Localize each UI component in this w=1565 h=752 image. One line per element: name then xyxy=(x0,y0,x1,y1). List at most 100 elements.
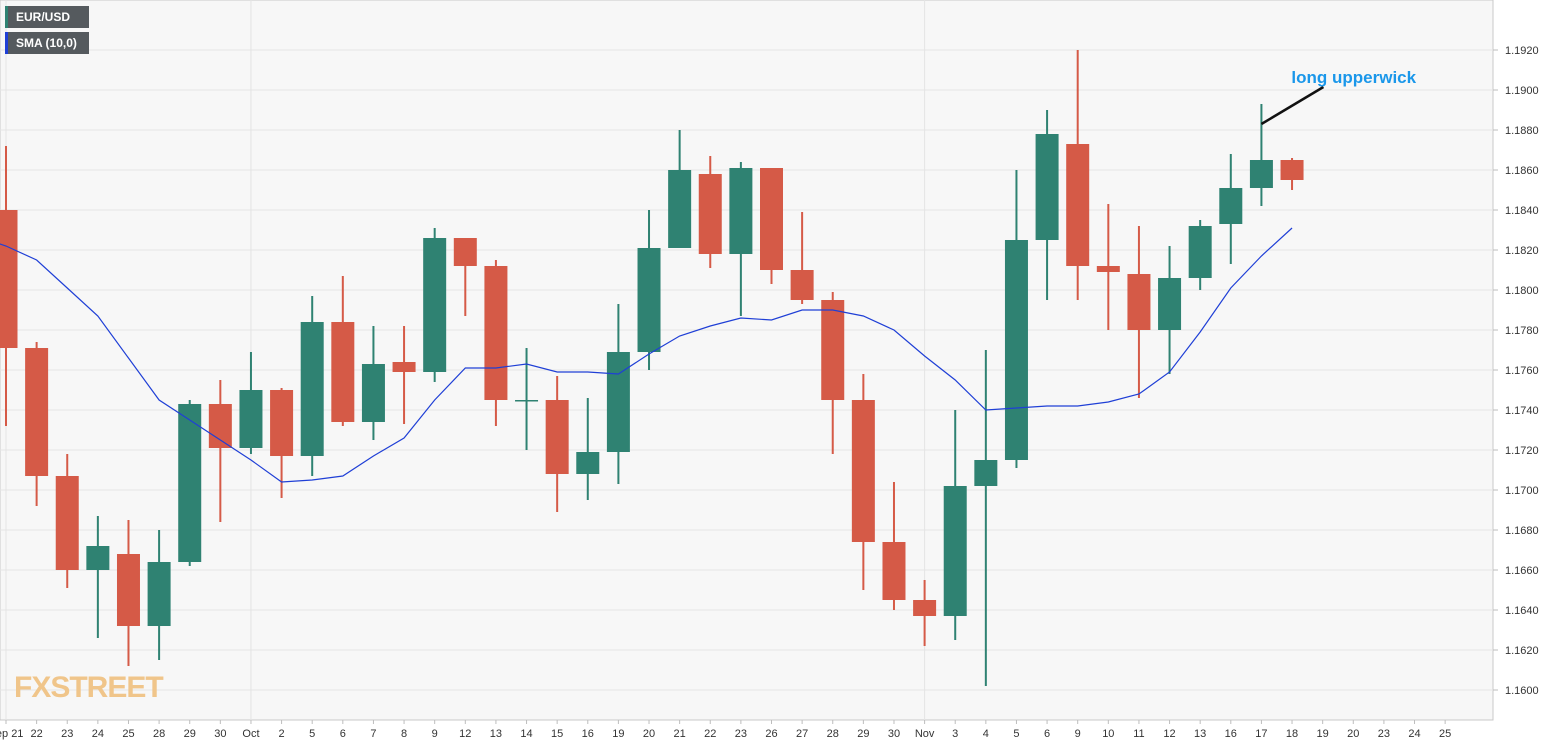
y-tick-label: 1.1840 xyxy=(1505,205,1539,217)
x-tick-label: 28 xyxy=(827,728,839,740)
candle-body xyxy=(270,390,294,456)
x-tick-label: Nov xyxy=(915,728,935,740)
x-tick-label: 27 xyxy=(796,728,808,740)
x-tick-label: 14 xyxy=(520,728,532,740)
x-tick-label: 23 xyxy=(735,728,747,740)
candle-body xyxy=(1096,266,1120,272)
x-tick-label: 4 xyxy=(983,728,989,740)
candle-body xyxy=(55,476,79,570)
candle-body xyxy=(1249,160,1273,188)
annotation-label: long upperwick xyxy=(1291,68,1416,87)
candle-body xyxy=(729,168,753,254)
x-tick-label: 3 xyxy=(952,728,958,740)
x-tick-label: 29 xyxy=(184,728,196,740)
x-tick-label: 13 xyxy=(1194,728,1206,740)
candle-body xyxy=(606,352,630,452)
x-tick-label: 21 xyxy=(674,728,686,740)
y-tick-label: 1.1920 xyxy=(1505,45,1539,57)
candle-body xyxy=(1188,226,1212,278)
x-tick-label: 10 xyxy=(1102,728,1114,740)
legend-symbol: EUR/USD xyxy=(5,6,89,28)
candle-body xyxy=(515,400,539,402)
x-tick-label: 19 xyxy=(1317,728,1329,740)
fxstreet-watermark-logo: FXSTREET xyxy=(14,670,164,706)
x-tick-label: 25 xyxy=(1439,728,1451,740)
y-tick-label: 1.1680 xyxy=(1505,525,1539,537)
y-tick-label: 1.1880 xyxy=(1505,125,1539,137)
x-tick-label: 7 xyxy=(370,728,376,740)
candle-body xyxy=(637,248,661,352)
x-tick-label: 2 xyxy=(279,728,285,740)
x-tick-label: 30 xyxy=(888,728,900,740)
candle-body xyxy=(698,174,722,254)
legend-swatch-sma xyxy=(5,32,8,54)
y-tick-label: 1.1760 xyxy=(1505,365,1539,377)
x-tick-label: 22 xyxy=(704,728,716,740)
x-tick-label: 9 xyxy=(432,728,438,740)
candle-body xyxy=(392,362,416,372)
y-tick-label: 1.1900 xyxy=(1505,85,1539,97)
candle-body xyxy=(239,390,263,448)
candle-body xyxy=(147,562,171,626)
x-tick-label: Sep 21 xyxy=(0,728,23,740)
x-tick-label: 29 xyxy=(857,728,869,740)
y-tick-label: 1.1800 xyxy=(1505,285,1539,297)
candle-body xyxy=(86,546,110,570)
y-tick-label: 1.1860 xyxy=(1505,165,1539,177)
x-tick-label: 28 xyxy=(153,728,165,740)
watermark-part1: FX xyxy=(14,671,51,704)
candle-body xyxy=(331,322,355,422)
candle-body xyxy=(453,238,477,266)
x-tick-label: 11 xyxy=(1133,728,1144,740)
y-tick-label: 1.1640 xyxy=(1505,605,1539,617)
candle-body xyxy=(668,170,692,248)
candle-body xyxy=(760,168,783,270)
x-tick-label: 23 xyxy=(61,728,73,740)
plot-area xyxy=(0,0,1494,721)
x-tick-label: 15 xyxy=(551,728,563,740)
x-tick-label: 20 xyxy=(1347,728,1359,740)
x-tick-label: 20 xyxy=(643,728,655,740)
x-tick-label: 23 xyxy=(1378,728,1390,740)
legend-swatch-symbol xyxy=(5,6,8,28)
candle-body xyxy=(116,554,140,626)
candle-body xyxy=(1004,240,1028,460)
candle-body xyxy=(545,400,569,474)
candle-body xyxy=(1035,134,1059,240)
candle-body xyxy=(790,270,814,300)
y-tick-label: 1.1780 xyxy=(1505,325,1539,337)
candle-body xyxy=(300,322,324,456)
candle-body xyxy=(913,600,937,616)
y-tick-label: 1.1700 xyxy=(1505,485,1539,497)
candle-body xyxy=(25,348,49,476)
candle-body xyxy=(178,404,202,562)
legend-indicator: SMA (10,0) xyxy=(5,32,89,54)
x-tick-label: 6 xyxy=(340,728,346,740)
y-tick-label: 1.1600 xyxy=(1505,685,1539,697)
candle-body xyxy=(1066,144,1090,266)
candle-body xyxy=(974,460,998,486)
watermark-part2: STREET xyxy=(50,671,163,704)
x-tick-label: 17 xyxy=(1255,728,1267,740)
x-tick-label: 12 xyxy=(1163,728,1175,740)
sma-line xyxy=(0,227,1293,483)
x-tick-label: 30 xyxy=(214,728,226,740)
x-tick-label: 19 xyxy=(612,728,624,740)
candle-body xyxy=(882,542,906,600)
candle-body xyxy=(484,266,508,400)
y-tick-label: 1.1740 xyxy=(1505,405,1539,417)
candle-body xyxy=(1127,274,1151,330)
y-tick-label: 1.1620 xyxy=(1505,645,1539,657)
y-tick-label: 1.1820 xyxy=(1505,245,1539,257)
candle-body xyxy=(943,486,967,616)
legend-symbol-label: EUR/USD xyxy=(16,10,71,24)
candle-body xyxy=(851,400,875,542)
x-tick-label: 5 xyxy=(309,728,315,740)
x-tick-label: 16 xyxy=(582,728,594,740)
x-tick-label: 22 xyxy=(30,728,42,740)
x-tick-label: 5 xyxy=(1013,728,1019,740)
candle-body xyxy=(361,364,385,422)
x-tick-label: 24 xyxy=(1408,728,1420,740)
legend-indicator-label: SMA (10,0) xyxy=(16,36,77,50)
